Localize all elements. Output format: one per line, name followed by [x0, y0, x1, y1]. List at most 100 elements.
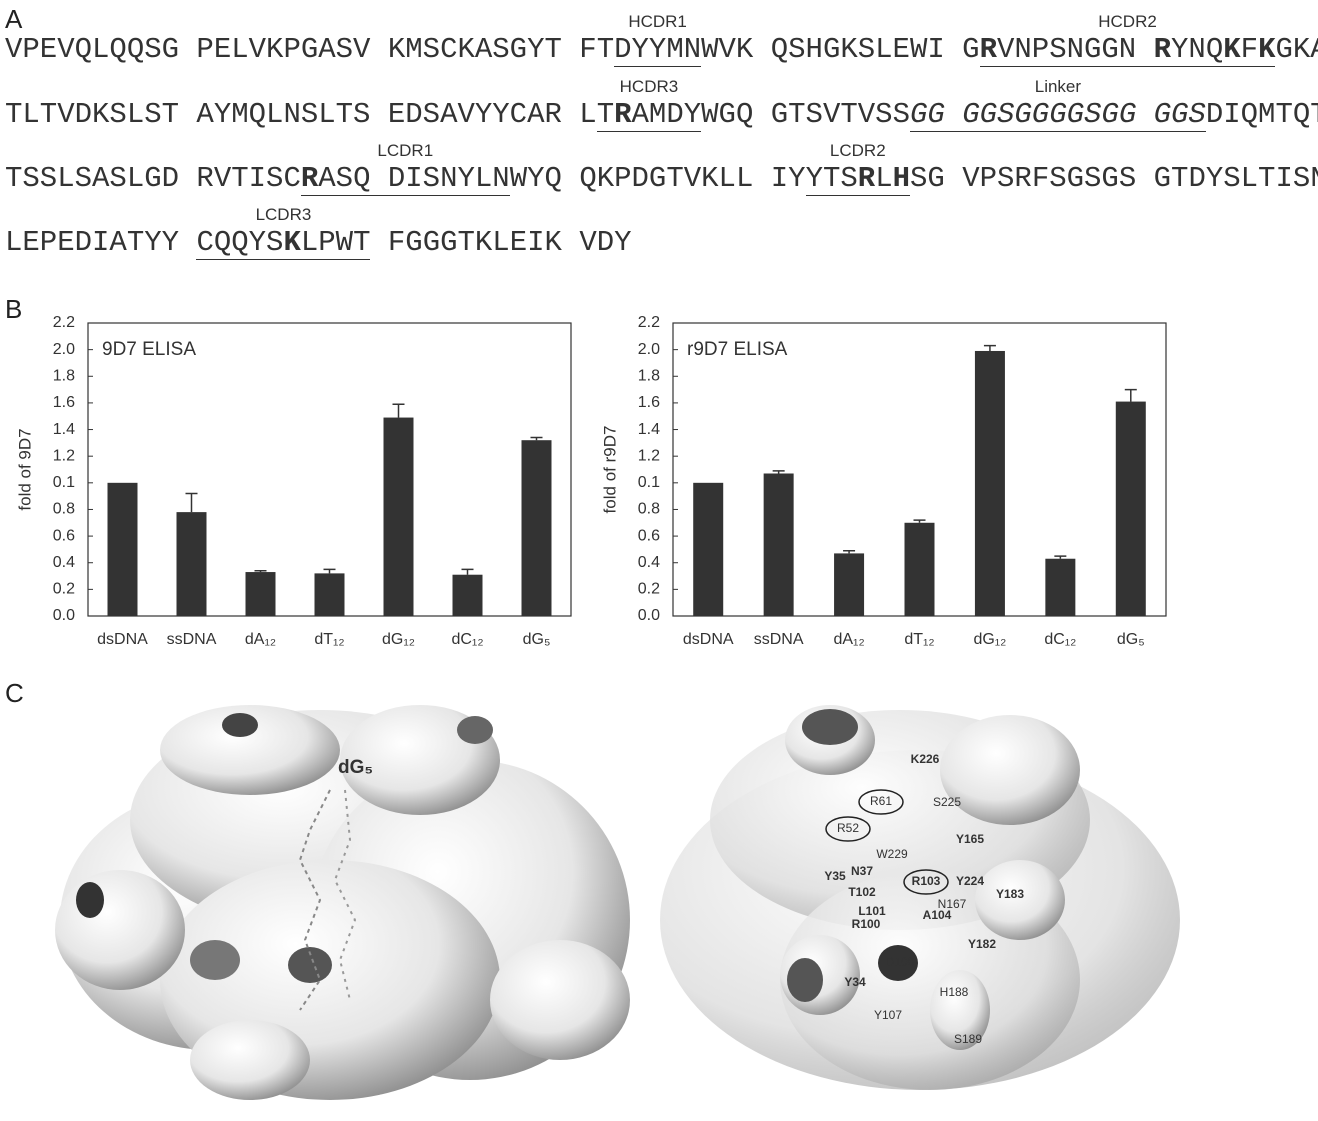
region-label: Linker: [1034, 77, 1082, 96]
residues: VPEVQLQQSG PELVKPGASV KMSCKASGYT FT: [5, 33, 615, 66]
panel-label: B: [5, 294, 23, 324]
x-tick-label: dT₁₂: [314, 631, 344, 648]
x-tick-label: dsDNA: [97, 631, 148, 648]
residues: R: [300, 162, 319, 195]
residues: H: [892, 162, 910, 195]
y-tick-label: 0.0: [53, 607, 75, 624]
residues: YTS: [805, 162, 858, 195]
chart-title: r9D7 ELISA: [687, 339, 788, 360]
y-tick-label: 0.6: [53, 527, 75, 544]
residue-label: D100: [886, 955, 915, 969]
y-tick-label: 2.2: [638, 314, 660, 331]
panel-label: A: [5, 4, 23, 34]
bar: [521, 440, 552, 616]
y-tick-label: 0.1: [53, 474, 75, 491]
bar: [1115, 401, 1146, 616]
region-label: HCDR3: [619, 77, 679, 96]
right-surface: [660, 705, 1180, 1090]
residues: T: [596, 98, 615, 131]
panel-label: C: [5, 678, 24, 708]
y-tick-label: 0.2: [53, 581, 75, 598]
residue-label: S225: [933, 795, 961, 809]
left-surface: [55, 705, 630, 1100]
residues: FGGGTKLEIK VDY: [370, 226, 632, 259]
residues: DYYMN: [614, 33, 702, 66]
y-tick-label: 1.8: [638, 367, 660, 384]
region-label: HCDR2: [1098, 12, 1157, 31]
y-tick-label: 1.2: [53, 447, 75, 464]
sequence-line: TSSLSASLGD RVTISCRASQ DISNYLN LCDR1 WYQ QK…: [5, 141, 1318, 196]
x-tick-label: dA₁₂: [245, 631, 276, 648]
error-bar: [254, 569, 267, 573]
residues: YNQ: [1171, 33, 1224, 66]
error-bar: [772, 470, 785, 474]
error-bar: [1124, 388, 1137, 402]
residue-label: N167: [938, 897, 967, 911]
residue-label: T102: [848, 885, 876, 899]
y-tick-label: 0.4: [638, 554, 660, 571]
y-axis-label: fold of r9D7: [600, 426, 619, 514]
y-tick-label: 1.6: [638, 394, 660, 411]
residue-label: Y34: [844, 975, 866, 989]
residue-circle: [825, 816, 871, 842]
y-tick-label: 0.8: [53, 501, 75, 518]
residue-label: Y165: [956, 832, 984, 846]
x-tick-label: dG₅: [1117, 631, 1145, 648]
residue-label: R103: [912, 874, 941, 888]
error-bar: [983, 344, 996, 351]
residues: CQQYS: [196, 226, 284, 259]
residue-label: Y183: [996, 887, 1024, 901]
bar: [176, 512, 207, 616]
cdr-region: GG GGSGGGGSGG GGS Linker: [909, 77, 1206, 132]
error-bar: [392, 403, 405, 418]
bar: [693, 482, 724, 616]
x-tick-label: ssDNA: [167, 631, 217, 648]
bar: [763, 473, 794, 616]
region-label: LCDR3: [255, 205, 312, 224]
y-tick-label: 2.2: [53, 314, 75, 331]
bar: [904, 522, 935, 616]
y-tick-label: 0.0: [638, 607, 660, 624]
residue-label: S189: [954, 1032, 982, 1046]
residue-label: R100: [852, 917, 881, 931]
bar: [834, 553, 865, 616]
residue-label: Y224: [956, 874, 984, 888]
residue-label: L101: [858, 904, 886, 918]
residue-label: N37: [851, 864, 873, 878]
residues: SG VPSRFSGSGS GTDYSLTISN: [910, 162, 1318, 195]
residue-label: Y35: [824, 869, 846, 883]
residue-label: Y182: [968, 937, 996, 951]
error-bar: [323, 568, 336, 574]
x-tick-label: dA₁₂: [833, 631, 864, 648]
residue-label: K226: [911, 752, 940, 766]
x-tick-label: dG₁₂: [973, 631, 1006, 648]
x-tick-label: dC₁₂: [451, 631, 483, 648]
cdr-region: RVNPSNGGN RYNQKFK HCDR2: [979, 12, 1276, 67]
sequence-line: LEPEDIATYY CQQYSKLPWT LCDR3 FGGGTKLEIK VD…: [5, 205, 632, 260]
y-tick-label: 0.4: [53, 554, 75, 571]
y-tick-label: 2.0: [638, 341, 660, 358]
cdr-region: TRAMDY HCDR3: [596, 77, 702, 132]
y-tick-label: 0.6: [638, 527, 660, 544]
bar: [107, 482, 138, 616]
residue-label: W229: [876, 847, 908, 861]
region-label: HCDR1: [628, 12, 687, 31]
error-bar: [913, 519, 926, 523]
y-tick-label: 1.4: [638, 421, 660, 438]
bar: [383, 417, 414, 616]
x-tick-label: dC₁₂: [1044, 631, 1076, 648]
bar: [452, 574, 483, 616]
y-tick-label: 2.0: [53, 341, 75, 358]
residue-label: R61: [870, 794, 892, 808]
residues: GG GGSGGGGSGG GGS: [909, 98, 1206, 131]
residues: TLTVDKSLST AYMQLNSLTS EDSAVYYCAR L: [5, 98, 597, 131]
cdr-region: RASQ DISNYLN LCDR1: [300, 141, 510, 196]
residues: WVK QSHGKSLEWI G: [701, 33, 980, 66]
sequence-line: TLTVDKSLST AYMQLNSLTS EDSAVYYCAR LTRAMDY…: [5, 77, 1318, 132]
cdr-region: DYYMN HCDR1: [614, 12, 702, 67]
bar: [1045, 558, 1076, 616]
y-tick-label: 0.2: [638, 581, 660, 598]
region-label: LCDR1: [377, 141, 434, 160]
bar: [974, 350, 1005, 616]
